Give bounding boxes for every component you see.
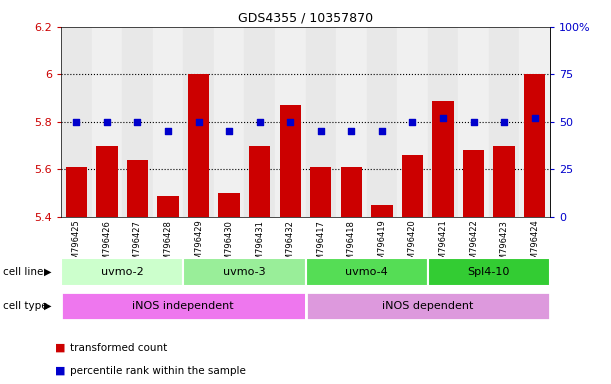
Bar xyxy=(336,27,367,217)
Point xyxy=(438,115,448,121)
Bar xyxy=(188,74,209,217)
Bar xyxy=(153,27,183,217)
Point xyxy=(499,119,509,125)
Bar xyxy=(183,27,214,217)
Bar xyxy=(371,205,393,217)
Point xyxy=(71,119,81,125)
Text: cell type: cell type xyxy=(3,301,48,311)
Bar xyxy=(433,101,453,217)
Bar xyxy=(463,151,484,217)
Bar xyxy=(158,195,178,217)
Bar xyxy=(367,27,397,217)
Point xyxy=(285,119,295,125)
Point xyxy=(224,128,234,134)
Bar xyxy=(458,27,489,217)
Point xyxy=(194,119,203,125)
Point xyxy=(133,119,142,125)
Text: iNOS dependent: iNOS dependent xyxy=(382,301,474,311)
Bar xyxy=(275,27,306,217)
Text: GDS4355 / 10357870: GDS4355 / 10357870 xyxy=(238,12,373,25)
Bar xyxy=(489,27,519,217)
Bar xyxy=(66,167,87,217)
Point xyxy=(408,119,417,125)
Bar xyxy=(127,160,148,217)
Point xyxy=(530,115,540,121)
Bar xyxy=(428,27,458,217)
Text: Spl4-10: Spl4-10 xyxy=(467,266,510,277)
Bar xyxy=(402,155,423,217)
Bar xyxy=(61,27,92,217)
Bar xyxy=(214,27,244,217)
Bar xyxy=(306,27,336,217)
Point xyxy=(102,119,112,125)
Text: uvmo-4: uvmo-4 xyxy=(345,266,388,277)
Point xyxy=(316,128,326,134)
Text: percentile rank within the sample: percentile rank within the sample xyxy=(70,366,246,376)
Bar xyxy=(494,146,514,217)
Point xyxy=(346,128,356,134)
Bar xyxy=(97,146,118,217)
Point xyxy=(469,119,478,125)
Text: ▶: ▶ xyxy=(44,301,51,311)
Bar xyxy=(280,105,301,217)
Bar xyxy=(61,258,183,286)
Bar xyxy=(244,27,275,217)
Bar xyxy=(397,27,428,217)
Bar xyxy=(519,27,550,217)
Bar xyxy=(61,293,306,320)
Bar xyxy=(219,193,240,217)
Text: cell line: cell line xyxy=(3,266,43,277)
Bar xyxy=(524,74,545,217)
Bar xyxy=(306,293,550,320)
Bar xyxy=(306,258,428,286)
Text: transformed count: transformed count xyxy=(70,343,167,353)
Text: ■: ■ xyxy=(55,366,65,376)
Bar xyxy=(249,146,270,217)
Bar xyxy=(428,258,550,286)
Text: iNOS independent: iNOS independent xyxy=(133,301,234,311)
Point xyxy=(255,119,265,125)
Bar xyxy=(122,27,153,217)
Point xyxy=(377,128,387,134)
Text: uvmo-3: uvmo-3 xyxy=(223,266,266,277)
Bar xyxy=(183,258,306,286)
Text: ▶: ▶ xyxy=(44,266,51,277)
Text: uvmo-2: uvmo-2 xyxy=(101,266,144,277)
Text: ■: ■ xyxy=(55,343,65,353)
Bar xyxy=(310,167,331,217)
Bar xyxy=(92,27,122,217)
Point xyxy=(163,128,173,134)
Bar xyxy=(341,167,362,217)
